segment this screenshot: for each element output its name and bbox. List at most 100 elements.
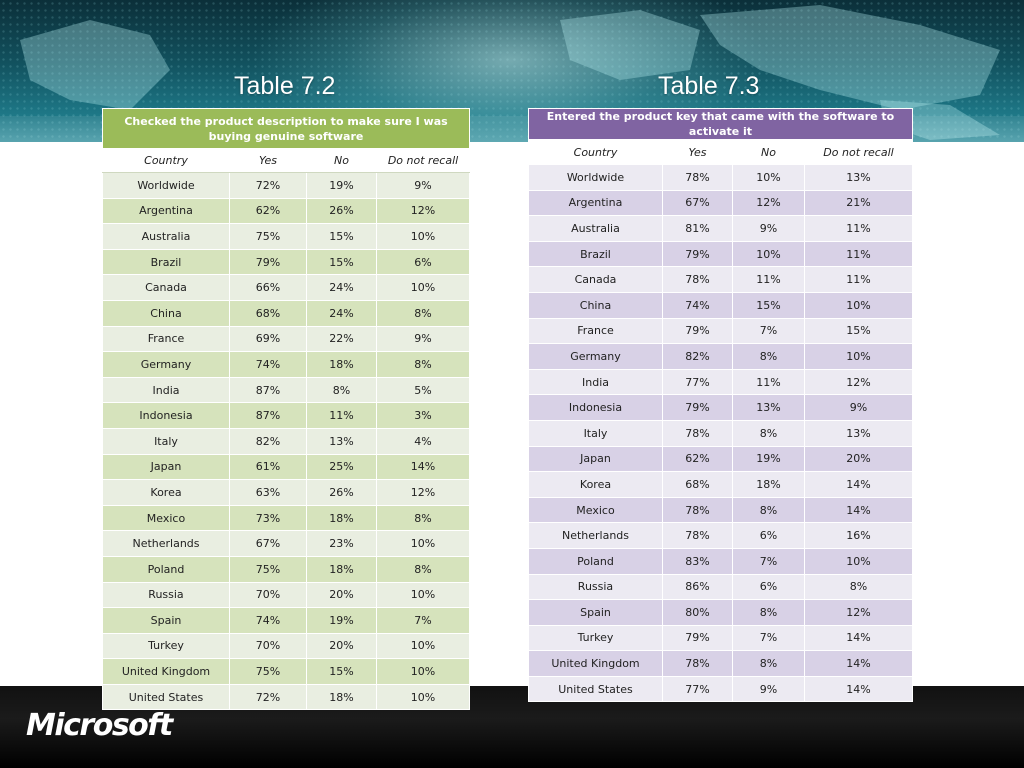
yes-cell: 87% (229, 376, 307, 404)
table-row: Australia 81% 9% 11% (528, 215, 914, 242)
yes-cell: 75% (229, 223, 307, 250)
country-cell: Mexico (528, 496, 663, 524)
no-cell: 20% (306, 581, 377, 609)
no-cell: 6% (732, 522, 805, 549)
country-cell: Netherlands (528, 522, 663, 549)
do-not-recall-cell: 10% (375, 223, 471, 250)
table-row: Italy 78% 8% 13% (528, 419, 914, 447)
table-row: France 79% 7% 15% (528, 317, 914, 345)
yes-cell: 75% (229, 555, 307, 583)
country-cell: United Kingdom (102, 658, 230, 685)
table-row: United States 77% 9% 14% (528, 675, 914, 703)
country-cell: Germany (102, 351, 230, 378)
yes-cell: 74% (229, 607, 307, 634)
no-cell: 11% (732, 368, 805, 396)
no-cell: 24% (306, 299, 377, 327)
no-cell: 8% (732, 496, 805, 524)
no-cell: 8% (732, 343, 805, 370)
no-cell: 19% (306, 607, 377, 634)
country-cell: Canada (102, 274, 230, 301)
yes-cell: 77% (662, 368, 733, 396)
yes-cell: 63% (229, 479, 307, 506)
country-cell: Japan (102, 453, 230, 481)
yes-cell: 73% (229, 504, 307, 532)
country-cell: China (102, 299, 230, 327)
yes-cell: 78% (662, 266, 733, 293)
country-cell: Germany (528, 343, 663, 370)
table-7-3-title: Table 7.3 (658, 72, 760, 100)
table-row: Japan 62% 19% 20% (528, 445, 914, 473)
no-cell: 18% (306, 683, 377, 711)
yes-cell: 87% (229, 402, 307, 429)
do-not-recall-cell: 11% (803, 240, 914, 268)
no-cell: 8% (732, 650, 805, 677)
no-cell: 8% (732, 419, 805, 447)
table-row: Turkey 70% 20% 10% (102, 632, 471, 660)
yes-cell: 78% (662, 419, 733, 447)
table-7-2-title: Table 7.2 (234, 72, 336, 100)
table-row: Russia 86% 6% 8% (528, 573, 914, 601)
no-cell: 18% (732, 471, 805, 498)
yes-cell: 77% (662, 675, 733, 703)
yes-cell: 79% (229, 248, 307, 276)
yes-cell: 82% (229, 427, 307, 455)
do-not-recall-cell: 10% (803, 291, 914, 319)
no-cell: 10% (732, 164, 805, 191)
country-cell: India (102, 376, 230, 404)
yes-cell: 81% (662, 215, 733, 242)
table-row: Netherlands 78% 6% 16% (528, 522, 914, 549)
table-row: Poland 83% 7% 10% (528, 547, 914, 575)
table-row: Italy 82% 13% 4% (102, 427, 471, 455)
do-not-recall-cell: 14% (375, 453, 471, 481)
table-7-3: Entered the product key that came with t… (527, 108, 914, 703)
do-not-recall-cell: 10% (375, 274, 471, 301)
table-row: United Kingdom 78% 8% 14% (528, 650, 914, 677)
country-cell: United States (528, 675, 663, 703)
do-not-recall-cell: 14% (803, 496, 914, 524)
country-cell: United States (102, 683, 230, 711)
world-map-graphic (20, 5, 1000, 140)
microsoft-logo: Microsoft (26, 708, 173, 743)
yes-cell: 78% (662, 164, 733, 191)
table-row: Spain 80% 8% 12% (528, 599, 914, 626)
yes-cell: 67% (229, 530, 307, 557)
table-row: Indonesia 87% 11% 3% (102, 402, 471, 429)
no-cell: 20% (306, 632, 377, 660)
do-not-recall-cell: 9% (803, 394, 914, 421)
table-row: India 77% 11% 12% (528, 368, 914, 396)
column-header-yes: Yes (229, 148, 307, 173)
do-not-recall-cell: 8% (375, 504, 471, 532)
country-cell: Australia (102, 223, 230, 250)
country-cell: Canada (528, 266, 663, 293)
do-not-recall-cell: 9% (375, 325, 471, 353)
yes-cell: 70% (229, 632, 307, 660)
country-cell: Argentina (528, 189, 663, 217)
column-header-yes: Yes (662, 139, 733, 165)
table-row: United Kingdom 75% 15% 10% (102, 658, 471, 685)
no-cell: 9% (732, 215, 805, 242)
column-header-no: No (732, 139, 805, 165)
do-not-recall-cell: 11% (803, 266, 914, 293)
no-cell: 7% (732, 547, 805, 575)
no-cell: 15% (306, 658, 377, 685)
do-not-recall-cell: 16% (803, 522, 914, 549)
do-not-recall-cell: 12% (803, 368, 914, 396)
no-cell: 26% (306, 197, 377, 225)
table-row: Canada 78% 11% 11% (528, 266, 914, 293)
country-cell: China (528, 291, 663, 319)
table-row: Mexico 78% 8% 14% (528, 496, 914, 524)
country-cell: Worldwide (528, 164, 663, 191)
do-not-recall-cell: 14% (803, 624, 914, 652)
do-not-recall-cell: 10% (375, 632, 471, 660)
column-header-country: Country (528, 139, 663, 165)
yes-cell: 61% (229, 453, 307, 481)
yes-cell: 79% (662, 317, 733, 345)
no-cell: 18% (306, 351, 377, 378)
no-cell: 7% (732, 624, 805, 652)
yes-cell: 67% (662, 189, 733, 217)
column-header-do-not-recall: Do not recall (375, 148, 471, 173)
yes-cell: 75% (229, 658, 307, 685)
country-cell: Brazil (102, 248, 230, 276)
country-cell: Brazil (528, 240, 663, 268)
table-row: Australia 75% 15% 10% (102, 223, 471, 250)
